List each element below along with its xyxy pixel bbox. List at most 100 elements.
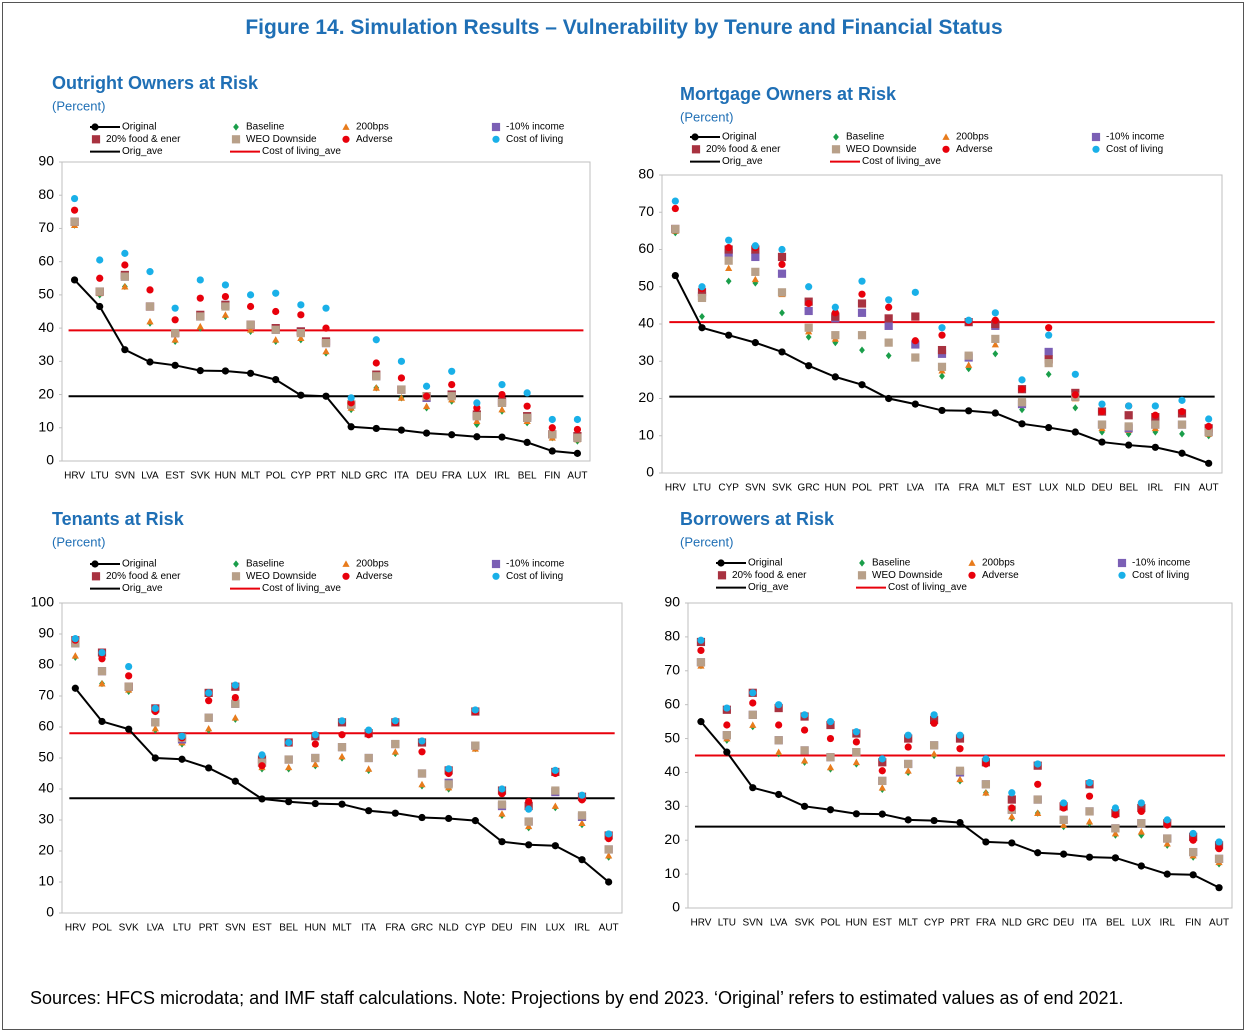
- data-point: [991, 319, 1000, 329]
- data-point: [548, 424, 556, 432]
- x-tick-label: FRA: [976, 918, 996, 929]
- data-point: [525, 797, 533, 806]
- chart-title: Mortgage Owners at Risk: [680, 84, 897, 104]
- legend-marker: [233, 560, 239, 568]
- data-point: [930, 711, 938, 719]
- legend-label: Adverse: [982, 570, 1019, 581]
- data-point: [196, 276, 204, 284]
- data-point: [573, 449, 582, 457]
- data-point: [246, 369, 255, 377]
- data-point: [725, 331, 733, 339]
- chart-subtitle: (Percent): [680, 534, 733, 549]
- legend-marker: [968, 571, 976, 579]
- legend-label: Cost of living_ave: [862, 156, 941, 167]
- legend-label: -10% income: [1132, 558, 1191, 569]
- y-tick-label: 50: [638, 277, 654, 293]
- data-point: [775, 748, 783, 755]
- x-tick-label: SVK: [772, 483, 792, 494]
- x-tick-label: NLD: [1065, 483, 1085, 494]
- x-tick-label: SVK: [190, 471, 210, 482]
- y-tick-label: 10: [638, 426, 654, 442]
- data-point: [347, 423, 355, 431]
- data-point: [937, 362, 947, 371]
- legend-label: Cost of living: [506, 571, 563, 582]
- data-point: [205, 764, 213, 772]
- data-point: [930, 719, 938, 727]
- data-point: [417, 769, 427, 778]
- data-point: [1189, 829, 1197, 838]
- x-tick-label: IRL: [574, 923, 590, 934]
- data-point: [551, 766, 559, 775]
- data-point: [1151, 411, 1159, 419]
- data-point: [698, 324, 706, 332]
- data-point: [956, 745, 964, 753]
- data-point: [723, 748, 731, 756]
- data-point: [391, 748, 399, 755]
- plot-area: [61, 161, 591, 462]
- legend-marker: [717, 559, 725, 567]
- data-point: [1204, 427, 1213, 437]
- x-tick-label: LVA: [147, 923, 165, 934]
- data-point: [1111, 824, 1120, 833]
- chart-title: Outright Owners at Risk: [52, 73, 259, 93]
- data-point: [1163, 840, 1171, 847]
- data-point: [1215, 884, 1223, 892]
- legend-label: Original: [122, 122, 156, 133]
- data-point: [885, 296, 893, 304]
- data-point: [121, 282, 129, 290]
- data-point: [1008, 804, 1016, 812]
- y-tick-label: 70: [638, 203, 654, 219]
- x-tick-label: HUN: [846, 918, 868, 929]
- data-point: [391, 717, 399, 725]
- data-point: [448, 431, 456, 439]
- y-tick-label: 70: [38, 219, 54, 235]
- x-tick-label: GRC: [411, 923, 433, 934]
- data-point: [322, 304, 330, 312]
- data-point: [422, 382, 431, 390]
- data-point: [911, 340, 920, 349]
- legend-marker: [691, 145, 701, 154]
- data-point: [523, 438, 531, 446]
- data-point: [364, 753, 373, 763]
- legend-label: WEO Downside: [872, 570, 943, 581]
- data-point: [671, 204, 679, 213]
- data-point: [221, 367, 230, 375]
- data-point: [1137, 807, 1145, 816]
- x-tick-label: EST: [252, 923, 271, 934]
- legend-marker: [342, 572, 350, 580]
- legend-marker: [1092, 145, 1100, 153]
- data-point: [777, 252, 787, 262]
- data-point: [221, 311, 230, 318]
- x-tick-label: SVN: [225, 923, 246, 934]
- legend-label: Orig_ave: [748, 582, 789, 593]
- y-tick-label: 50: [38, 749, 54, 765]
- x-tick-label: SVN: [115, 471, 136, 482]
- data-point: [498, 433, 506, 441]
- data-point: [965, 316, 973, 324]
- data-point: [71, 684, 79, 692]
- data-point: [548, 430, 557, 439]
- data-point: [725, 244, 733, 252]
- data-point: [445, 814, 453, 823]
- data-point: [696, 658, 706, 667]
- data-point: [1189, 847, 1198, 857]
- data-point: [120, 272, 129, 281]
- data-point: [422, 392, 431, 400]
- data-point: [804, 306, 813, 316]
- y-tick-label: 60: [638, 240, 654, 256]
- data-point: [748, 710, 757, 719]
- y-tick-label: 10: [38, 418, 54, 434]
- data-point: [697, 293, 707, 303]
- x-tick-label: ITA: [361, 923, 376, 934]
- data-point: [1098, 400, 1106, 408]
- data-point: [151, 754, 159, 762]
- x-tick-label: FRA: [385, 923, 405, 934]
- data-point: [297, 311, 305, 319]
- y-tick-label: 0: [46, 904, 54, 920]
- x-tick-label: AUT: [599, 923, 619, 934]
- y-tick-label: 60: [38, 718, 54, 734]
- x-tick-label: EST: [1012, 483, 1031, 494]
- data-point: [1215, 838, 1223, 846]
- data-point: [311, 731, 319, 739]
- data-point: [372, 424, 380, 433]
